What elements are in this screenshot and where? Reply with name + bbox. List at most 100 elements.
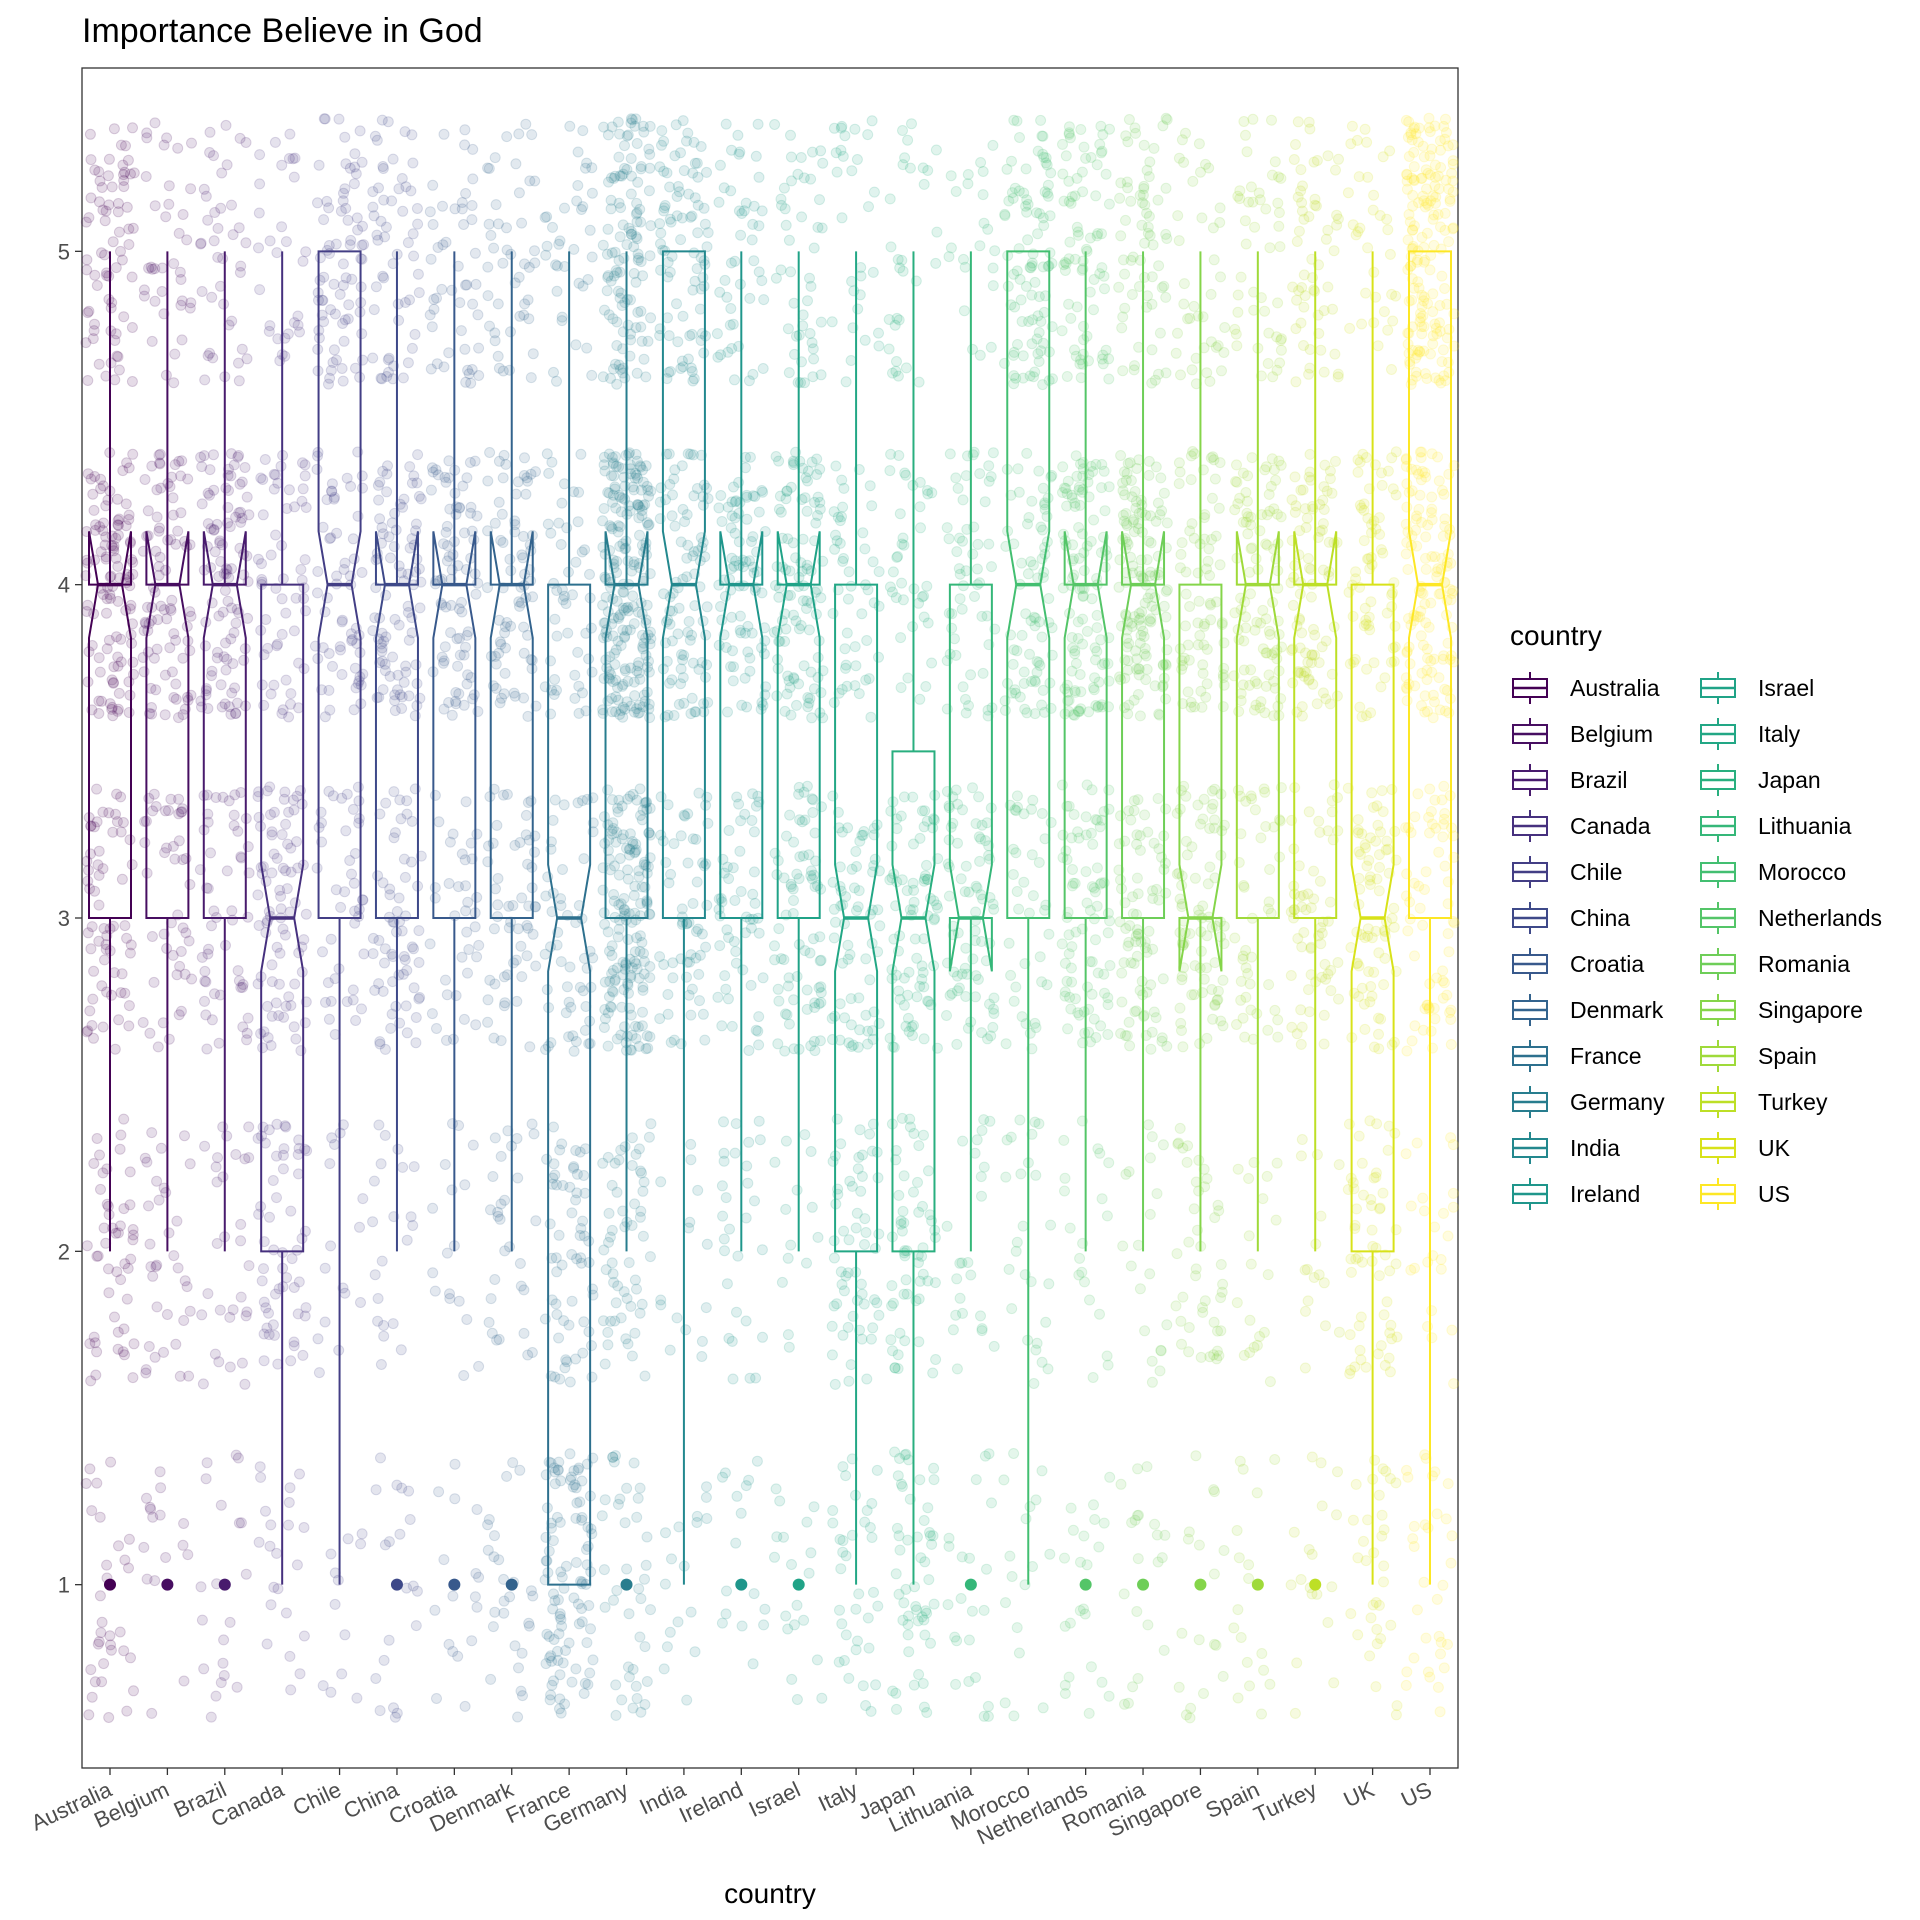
jitter-point <box>399 871 411 883</box>
jitter-point <box>643 1131 655 1143</box>
jitter-point <box>379 957 390 969</box>
jitter-point <box>208 524 220 535</box>
jitter-point <box>681 571 693 583</box>
jitter-point <box>787 537 799 549</box>
jitter-point <box>721 1585 732 1597</box>
jitter-point <box>644 712 656 724</box>
jitter-point <box>220 563 232 575</box>
jitter-point <box>637 1185 649 1197</box>
jitter-point <box>662 256 674 268</box>
jitter-point <box>1002 280 1014 292</box>
jitter-point <box>954 532 965 544</box>
jitter-point <box>438 538 449 550</box>
jitter-point <box>171 1215 183 1227</box>
jitter-point <box>184 1305 196 1317</box>
jitter-point <box>95 1627 107 1639</box>
jitter-point <box>716 516 728 527</box>
jitter-point <box>1074 1252 1086 1264</box>
jitter-point <box>489 1606 501 1618</box>
jitter-point <box>209 207 221 218</box>
jitter-point <box>1093 1541 1105 1553</box>
jitter-point <box>1025 556 1037 568</box>
jitter-point <box>326 1132 338 1144</box>
jitter-point <box>311 862 323 874</box>
jitter-point <box>1059 986 1071 998</box>
jitter-point <box>1096 228 1107 240</box>
jitter-point <box>522 710 534 722</box>
jitter-point <box>488 1032 500 1044</box>
jitter-point <box>1099 505 1111 517</box>
jitter-point <box>353 675 365 687</box>
jitter-point <box>84 128 96 140</box>
jitter-point <box>557 1657 569 1669</box>
jitter-point <box>1103 701 1114 713</box>
jitter-point <box>195 1581 207 1593</box>
jitter-point <box>774 1495 786 1507</box>
jitter-point <box>436 283 448 295</box>
jitter-point <box>492 911 503 923</box>
jitter-point <box>357 482 368 494</box>
jitter-point <box>200 1473 212 1485</box>
jitter-point <box>289 501 300 513</box>
jitter-point <box>237 979 249 990</box>
jitter-point <box>640 1559 652 1571</box>
jitter-point <box>903 1610 914 1622</box>
jitter-point <box>321 494 333 506</box>
jitter-point <box>655 238 666 250</box>
jitter-point <box>844 1175 856 1187</box>
jitter-point <box>113 687 125 699</box>
jitter-point <box>949 633 960 645</box>
jitter-point <box>123 1000 135 1012</box>
jitter-point <box>124 1166 136 1178</box>
jitter-point <box>314 274 326 286</box>
jitter-point <box>736 1620 748 1632</box>
jitter-point <box>145 1261 157 1273</box>
jitter-point <box>265 688 277 700</box>
jitter-point <box>263 1307 274 1319</box>
jitter-point <box>577 125 589 137</box>
jitter-point <box>608 895 620 907</box>
jitter-point <box>437 657 449 669</box>
jitter-point <box>96 1676 108 1688</box>
jitter-point <box>586 1340 597 1352</box>
jitter-point <box>629 1274 641 1286</box>
jitter-point <box>999 1697 1011 1709</box>
jitter-point <box>280 1000 292 1012</box>
jitter-point <box>271 941 283 953</box>
jitter-point <box>288 1282 300 1293</box>
jitter-point <box>644 972 656 984</box>
jitter-point <box>863 1642 875 1654</box>
jitter-point <box>167 492 179 504</box>
jitter-point <box>1059 265 1071 276</box>
jitter-point <box>836 826 848 838</box>
jitter-point <box>726 1020 738 1032</box>
jitter-point <box>1158 1644 1170 1656</box>
jitter-point <box>467 298 479 310</box>
jitter-point <box>638 353 650 365</box>
jitter-point <box>356 1003 367 1015</box>
jitter-point <box>685 708 697 720</box>
jitter-point <box>83 212 95 224</box>
jitter-point <box>734 624 746 636</box>
jitter-point <box>84 1005 96 1017</box>
jitter-point <box>527 928 539 940</box>
jitter-point <box>694 995 705 1007</box>
jitter-point <box>253 207 265 219</box>
jitter-point <box>869 853 881 865</box>
jitter-point <box>798 1614 810 1626</box>
jitter-point <box>809 827 821 839</box>
jitter-point <box>201 789 213 801</box>
jitter-point <box>645 312 657 324</box>
jitter-point <box>850 1603 862 1615</box>
jitter-point <box>982 1700 994 1712</box>
jitter-point <box>235 1517 247 1529</box>
jitter-point <box>312 197 323 209</box>
jitter-point <box>836 212 848 224</box>
jitter-point <box>146 335 158 347</box>
jitter-point <box>264 1540 276 1552</box>
jitter-point <box>884 465 896 477</box>
jitter-point <box>843 566 855 578</box>
jitter-point <box>561 981 573 993</box>
jitter-point <box>161 613 173 625</box>
jitter-point <box>834 515 846 527</box>
